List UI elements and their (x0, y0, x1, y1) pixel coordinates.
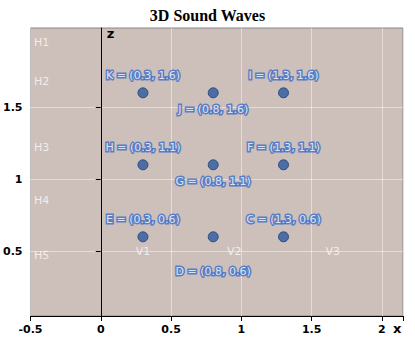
svg-text:D = (0.8, 0.6): D = (0.8, 0.6) (176, 265, 251, 278)
svg-text:-0.5: -0.5 (18, 323, 42, 336)
svg-text:H4: H4 (34, 194, 49, 207)
svg-text:1: 1 (238, 323, 246, 336)
svg-text:I = (1.3, 1.6): I = (1.3, 1.6) (248, 69, 318, 82)
svg-text:1.5: 1.5 (302, 323, 322, 336)
svg-text:0: 0 (97, 323, 105, 336)
svg-text:H1: H1 (34, 36, 49, 49)
svg-text:2: 2 (378, 323, 386, 336)
svg-text:H = (0.3, 1.1): H = (0.3, 1.1) (105, 141, 180, 154)
svg-text:C = (1.3, 0.6): C = (1.3, 0.6) (246, 213, 320, 226)
svg-text:K = (0.3, 1.6): K = (0.3, 1.6) (106, 69, 180, 82)
svg-text:V1: V1 (136, 245, 151, 258)
svg-text:x: x (393, 321, 402, 336)
svg-text:0.5: 0.5 (3, 245, 23, 258)
svg-text:z: z (107, 26, 115, 41)
svg-text:1.5: 1.5 (3, 101, 23, 114)
svg-text:E = (0.3, 0.6): E = (0.3, 0.6) (106, 213, 180, 226)
svg-text:1: 1 (15, 173, 23, 186)
svg-text:H5: H5 (34, 249, 49, 262)
svg-text:J = (0.8, 1.6): J = (0.8, 1.6) (177, 103, 248, 116)
svg-text:G = (0.8, 1.1): G = (0.8, 1.1) (176, 175, 251, 188)
svg-text:V3: V3 (325, 245, 340, 258)
svg-text:H2: H2 (34, 75, 49, 88)
svg-text:3D Sound Waves: 3D Sound Waves (150, 7, 265, 24)
svg-text:H3: H3 (34, 141, 49, 154)
svg-text:V2: V2 (227, 245, 242, 258)
svg-text:0.5: 0.5 (161, 323, 181, 336)
svg-text:F = (1.3, 1.1): F = (1.3, 1.1) (247, 141, 320, 154)
